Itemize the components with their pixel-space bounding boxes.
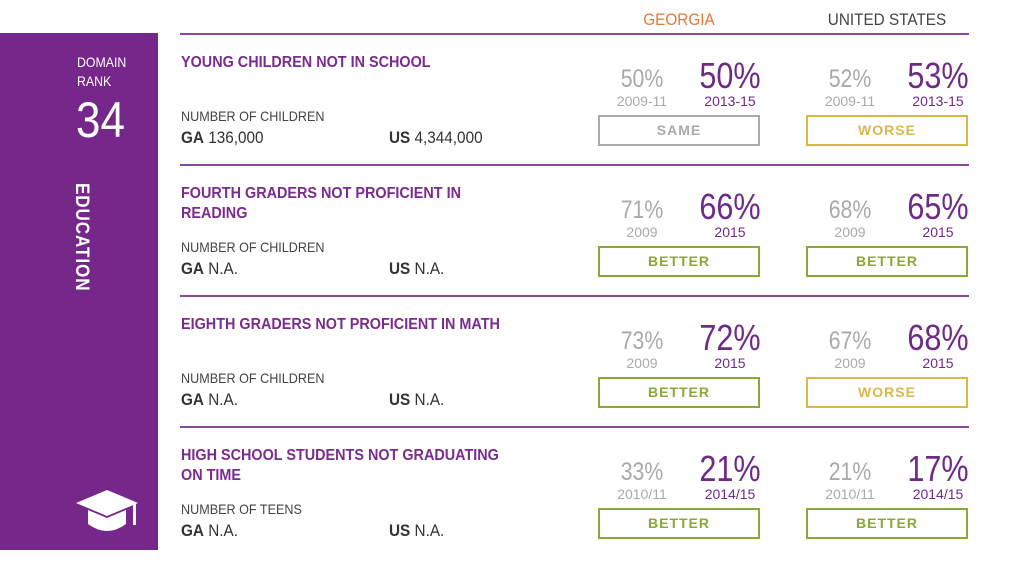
us-previous-year: 2009 <box>834 224 866 240</box>
ga-current-value: 50% <box>699 55 761 96</box>
us-previous-value: 67% <box>828 327 872 355</box>
indicator-row: FOURTH GRADERS NOT PROFICIENT IN READING… <box>180 164 969 295</box>
indicator-row: YOUNG CHILDREN NOT IN SCHOOL NUMBER OF C… <box>180 33 969 164</box>
ga-trend-badge: BETTER <box>598 377 760 408</box>
ga-previous-value: 73% <box>620 327 664 355</box>
ga-previous-year: 2009-11 <box>616 93 668 109</box>
ga-current-value: 66% <box>699 186 761 227</box>
us-current-value: 65% <box>907 186 969 227</box>
ga-previous-value: 33% <box>620 458 664 486</box>
ga-current-value: 21% <box>699 448 761 489</box>
us-count: US N.A. <box>389 390 444 410</box>
domain-label: DOMAIN <box>77 54 127 70</box>
us-current-value: 17% <box>907 448 969 489</box>
indicator-title: FOURTH GRADERS NOT PROFICIENT IN READING <box>181 185 461 222</box>
ga-current-year: 2013-15 <box>704 93 756 109</box>
us-trend-badge: BETTER <box>806 246 968 277</box>
us-previous-value: 68% <box>828 196 872 224</box>
domain-rank-value: 34 <box>76 92 125 148</box>
ga-prefix: GA <box>181 390 204 409</box>
ga-current-value: 72% <box>699 317 761 358</box>
us-count: US N.A. <box>389 521 444 541</box>
ga-trend-badge: SAME <box>598 115 760 146</box>
ga-current-year: 2014/15 <box>704 486 756 502</box>
us-current-year: 2013-15 <box>912 93 964 109</box>
ga-count: GA N.A. <box>181 259 238 279</box>
ga-trend-badge: BETTER <box>598 246 760 277</box>
ga-count-value: N.A. <box>208 521 238 540</box>
ga-count: GA N.A. <box>181 521 238 541</box>
us-previous-value: 21% <box>828 458 872 486</box>
ga-trend-badge: BETTER <box>598 508 760 539</box>
ga-count-value: N.A. <box>208 390 238 409</box>
count-label: NUMBER OF TEENS <box>181 501 302 517</box>
ga-count-value: 136,000 <box>208 128 264 147</box>
us-count: US N.A. <box>389 259 444 279</box>
us-header: UNITED STATES <box>827 10 947 29</box>
ga-previous-value: 71% <box>620 196 664 224</box>
us-trend-badge: BETTER <box>806 508 968 539</box>
domain-name: EDUCATION <box>71 183 92 292</box>
ga-count-value: N.A. <box>208 259 238 278</box>
indicator-row: HIGH SCHOOL STUDENTS NOT GRADUATING ON T… <box>180 426 969 557</box>
rank-label: RANK <box>77 73 112 89</box>
count-label: NUMBER OF CHILDREN <box>181 108 325 124</box>
ga-prefix: GA <box>181 259 204 278</box>
us-count-value: 4,344,000 <box>414 128 483 147</box>
us-previous-year: 2009-11 <box>824 93 876 109</box>
us-count-value: N.A. <box>414 521 445 540</box>
count-label: NUMBER OF CHILDREN <box>181 239 325 255</box>
graduation-cap-icon <box>76 490 138 531</box>
us-prefix: US <box>389 259 411 278</box>
ga-count: GA N.A. <box>181 390 238 410</box>
indicator-row: EIGHTH GRADERS NOT PROFICIENT IN MATH NU… <box>180 295 969 426</box>
us-prefix: US <box>389 521 411 540</box>
us-trend-badge: WORSE <box>806 377 968 408</box>
us-current-value: 68% <box>907 317 969 358</box>
ga-previous-year: 2009 <box>626 355 658 371</box>
ga-prefix: GA <box>181 521 204 540</box>
indicator-title: EIGHTH GRADERS NOT PROFICIENT IN MATH <box>181 316 500 333</box>
domain-sidebar: DOMAIN RANK 34 EDUCATION <box>0 33 158 550</box>
us-trend-badge: WORSE <box>806 115 968 146</box>
us-count: US 4,344,000 <box>389 128 483 148</box>
ga-previous-year: 2010/11 <box>617 486 667 502</box>
us-prefix: US <box>389 390 411 409</box>
us-current-year: 2014/15 <box>912 486 964 502</box>
ga-count: GA 136,000 <box>181 128 264 148</box>
us-current-value: 53% <box>907 55 969 96</box>
us-count-value: N.A. <box>414 390 445 409</box>
us-previous-year: 2009 <box>834 355 866 371</box>
domain-rank-label: DOMAIN RANK <box>77 53 126 91</box>
indicator-title: HIGH SCHOOL STUDENTS NOT GRADUATING ON T… <box>181 447 499 484</box>
us-current-year: 2015 <box>922 224 954 240</box>
ga-current-year: 2015 <box>714 355 746 371</box>
ga-previous-year: 2009 <box>626 224 658 240</box>
us-previous-year: 2010/11 <box>825 486 875 502</box>
us-count-value: N.A. <box>414 259 445 278</box>
georgia-header: GEORGIA <box>643 10 715 29</box>
us-current-year: 2015 <box>922 355 954 371</box>
ga-current-year: 2015 <box>714 224 746 240</box>
us-prefix: US <box>389 128 411 147</box>
ga-prefix: GA <box>181 128 204 147</box>
us-previous-value: 52% <box>828 65 872 93</box>
indicator-title: YOUNG CHILDREN NOT IN SCHOOL <box>181 54 431 71</box>
ga-previous-value: 50% <box>620 65 664 93</box>
count-label: NUMBER OF CHILDREN <box>181 370 325 386</box>
